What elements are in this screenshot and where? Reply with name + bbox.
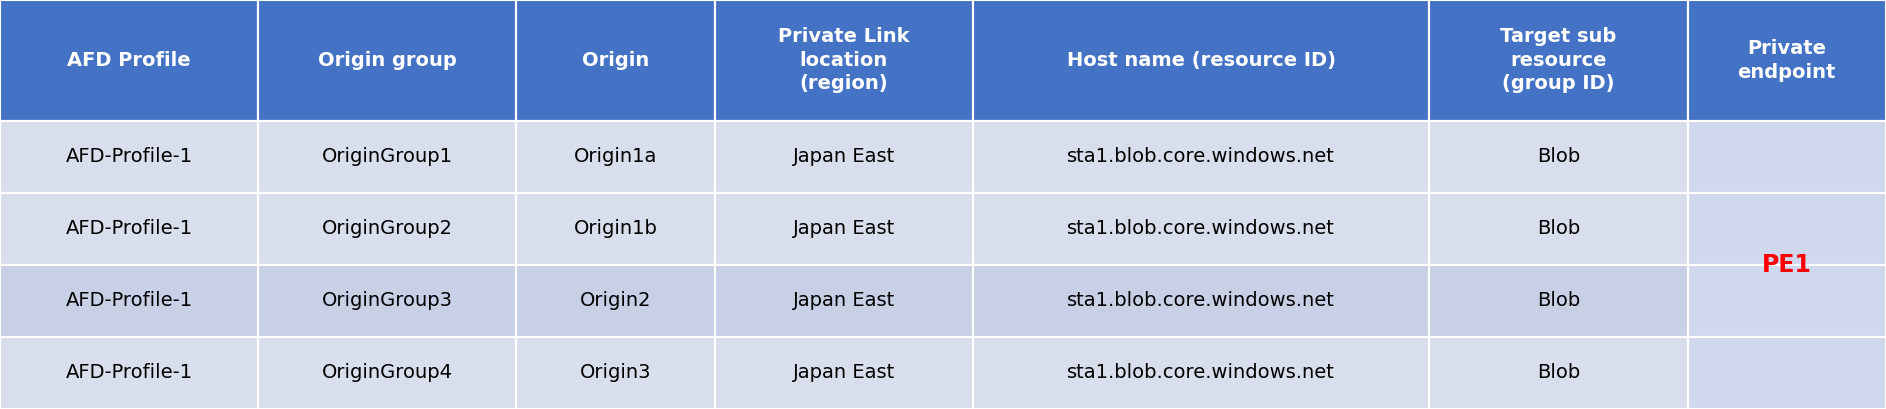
Bar (1430, 121, 1688, 193)
Bar (973, 337, 1430, 409)
Text: sta1.blob.core.windows.net: sta1.blob.core.windows.net (1067, 291, 1335, 310)
Bar (715, 265, 973, 337)
Text: Host name (resource ID): Host name (resource ID) (1067, 51, 1335, 70)
Bar (1430, 0, 1688, 121)
Bar (1430, 265, 1688, 337)
Bar (258, 121, 517, 193)
Bar (517, 193, 715, 265)
Text: Japan East: Japan East (792, 219, 896, 238)
Bar (973, 265, 1430, 337)
Text: OriginGroup1: OriginGroup1 (323, 147, 453, 166)
Bar (715, 121, 973, 193)
Bar (517, 265, 715, 337)
Bar (0, 0, 258, 121)
Bar (973, 0, 1430, 121)
Bar (0, 337, 258, 409)
Text: Origin group: Origin group (319, 51, 456, 70)
Text: OriginGroup3: OriginGroup3 (323, 291, 453, 310)
Text: Japan East: Japan East (792, 291, 896, 310)
Text: OriginGroup4: OriginGroup4 (323, 364, 453, 382)
Text: AFD-Profile-1: AFD-Profile-1 (66, 364, 192, 382)
Text: Private Link
location
(region): Private Link location (region) (779, 27, 909, 93)
Text: AFD Profile: AFD Profile (68, 51, 190, 70)
Text: Blob: Blob (1537, 291, 1580, 310)
Bar (258, 0, 517, 121)
Bar (517, 121, 715, 193)
Bar (1688, 121, 1886, 409)
Text: sta1.blob.core.windows.net: sta1.blob.core.windows.net (1067, 147, 1335, 166)
Bar (1430, 193, 1688, 265)
Bar (973, 193, 1430, 265)
Bar (0, 193, 258, 265)
Bar (973, 121, 1430, 193)
Text: Origin: Origin (583, 51, 649, 70)
Bar (517, 337, 715, 409)
Bar (258, 193, 517, 265)
Bar (258, 337, 517, 409)
Text: sta1.blob.core.windows.net: sta1.blob.core.windows.net (1067, 364, 1335, 382)
Bar (0, 265, 258, 337)
Text: Japan East: Japan East (792, 364, 896, 382)
Text: Origin3: Origin3 (579, 364, 651, 382)
Text: Blob: Blob (1537, 147, 1580, 166)
Text: Japan East: Japan East (792, 147, 896, 166)
Bar (715, 193, 973, 265)
Text: PE1: PE1 (1762, 253, 1812, 277)
Text: AFD-Profile-1: AFD-Profile-1 (66, 219, 192, 238)
Text: Target sub
resource
(group ID): Target sub resource (group ID) (1501, 27, 1616, 93)
Bar (1430, 337, 1688, 409)
Bar (517, 0, 715, 121)
Text: AFD-Profile-1: AFD-Profile-1 (66, 291, 192, 310)
Text: Origin1b: Origin1b (573, 219, 658, 238)
Text: OriginGroup2: OriginGroup2 (323, 219, 453, 238)
Text: Blob: Blob (1537, 364, 1580, 382)
Bar (258, 265, 517, 337)
Text: Origin1a: Origin1a (573, 147, 656, 166)
Text: Private
endpoint: Private endpoint (1737, 39, 1835, 81)
Bar (0, 121, 258, 193)
Bar (715, 337, 973, 409)
Text: AFD-Profile-1: AFD-Profile-1 (66, 147, 192, 166)
Text: sta1.blob.core.windows.net: sta1.blob.core.windows.net (1067, 219, 1335, 238)
Bar (715, 0, 973, 121)
Bar (1688, 0, 1886, 121)
Text: Blob: Blob (1537, 219, 1580, 238)
Text: Origin2: Origin2 (579, 291, 651, 310)
